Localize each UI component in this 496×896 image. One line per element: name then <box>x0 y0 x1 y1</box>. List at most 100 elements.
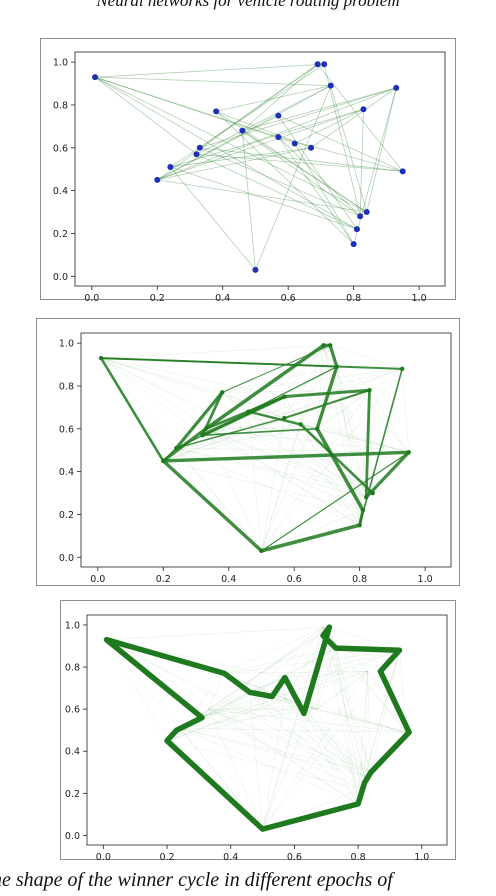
chart-1-edge <box>317 64 404 172</box>
chart-1-edge <box>170 108 364 168</box>
chart-2-mesh-edge <box>284 417 367 498</box>
chart-3-mesh-edge <box>249 692 365 777</box>
chart-2-mesh-edge <box>336 366 409 453</box>
chart-2-node <box>161 458 166 464</box>
chart-2-mesh-edge <box>100 357 203 436</box>
chart-1-edge <box>278 115 403 172</box>
chart-3-x-tick-label: 0.8 <box>351 852 366 863</box>
chart-3-mesh-edge <box>364 650 400 777</box>
chart-3-mesh-edge <box>166 671 368 741</box>
chart-1-node <box>357 213 364 220</box>
chart-1-edge <box>199 63 318 149</box>
chart-1-node <box>275 112 282 119</box>
chart-1-node <box>308 144 315 151</box>
chart-3-x-tick-label: 0.2 <box>159 852 174 863</box>
chart-3-mesh-edge <box>205 626 324 716</box>
chart-3-mesh-edge <box>300 704 365 777</box>
chart-3-mesh-edge <box>300 704 406 733</box>
chart-1-node <box>213 108 220 115</box>
chart-3-mesh-edge <box>335 647 407 733</box>
chart-1-edge <box>278 136 361 217</box>
chart-1-edge <box>157 179 367 213</box>
chart-2-mesh-edge <box>101 345 331 359</box>
chart-2-mesh-edge <box>202 368 403 436</box>
chart-1-edge <box>215 111 354 245</box>
chart-2-mesh-edge <box>100 357 367 498</box>
chart-1-edge <box>157 115 279 181</box>
chart-2-edge <box>175 417 286 449</box>
chart-1-y-tick-label: 0.6 <box>53 143 68 154</box>
chart-2-mesh-edge <box>176 428 318 449</box>
chart-2-mesh-edge <box>261 345 324 551</box>
chart-2-mesh-edge <box>163 417 285 462</box>
chart-2-plot-area <box>98 343 411 554</box>
chart-2-edge <box>162 447 178 462</box>
chart-1-edge <box>278 136 354 245</box>
chart-2-edge <box>282 388 371 399</box>
chart-1-edge <box>157 147 312 181</box>
chart-3-mesh-edge <box>262 671 368 830</box>
chart-1-edge <box>95 76 331 87</box>
chart-1-edge <box>242 130 367 213</box>
chart-1-node <box>321 61 328 68</box>
chart-2-x-tick-label: 0.8 <box>352 574 367 585</box>
chart-3-winner-cycle <box>103 624 412 832</box>
chart-3-mesh-edge <box>300 704 372 773</box>
chart-2-mesh-edge <box>330 345 403 370</box>
chart-2-x-tick-label: 0.2 <box>156 574 171 585</box>
chart-2-mesh-edge <box>284 396 301 425</box>
chart-1-edge <box>157 108 364 181</box>
chart-2-node <box>367 388 372 393</box>
chart-2-node <box>314 426 320 431</box>
chart-2-node <box>298 422 303 427</box>
chart-1-edge <box>242 87 397 132</box>
chart-1-edge <box>278 136 403 172</box>
chart-2-mesh-edge <box>323 345 373 494</box>
chart-2-y-tick-label: 0.2 <box>59 510 74 521</box>
chart-1-y-tick-label: 0.0 <box>53 272 68 283</box>
chart-3-mesh-edge <box>166 692 250 741</box>
chart-1-node <box>399 168 406 175</box>
chart-1-x-tick-label: 0.8 <box>346 293 361 304</box>
page-header-text: Neural networks for vehicle routing prob… <box>96 0 400 10</box>
chart-1-node <box>275 134 282 141</box>
chart-2-mesh-edge <box>176 447 409 453</box>
chart-1-edge <box>170 166 256 271</box>
chart-2-edge <box>100 357 338 368</box>
chart-2-node <box>282 415 287 421</box>
chart-2-node <box>203 426 209 431</box>
chart-2-mesh-edge <box>248 411 373 494</box>
chart-3-mesh-edge <box>249 692 371 773</box>
chart-2-mesh-edge <box>100 357 360 526</box>
chart-3-mesh-edge <box>322 626 372 773</box>
chart-3-y-tick-label: 1.0 <box>65 620 80 631</box>
chart-1-edge <box>199 147 361 217</box>
chart-2-mesh-edge <box>261 424 301 551</box>
chart-1-node <box>393 84 400 91</box>
chart-3-mesh-edge <box>262 698 286 830</box>
chart-2-node <box>174 445 179 451</box>
chart-3-mesh-edge <box>106 626 330 640</box>
chart-3-y-tick-label: 0.6 <box>65 705 80 716</box>
chart-2-mesh-edge <box>323 345 409 453</box>
chart-2-mesh-edge <box>222 366 337 393</box>
chart-1-y-tick-label: 1.0 <box>53 58 68 69</box>
chart-2-edge <box>259 523 362 553</box>
chart-3-mesh-edge <box>316 650 400 710</box>
chart-2-mesh-edge <box>316 368 403 429</box>
chart-2-mesh-edge <box>300 424 360 526</box>
chart-1-node <box>193 151 200 158</box>
chart-1-node <box>363 209 370 216</box>
chart-2-mesh-edge <box>100 357 262 552</box>
chart-3-mesh-edge <box>205 698 285 716</box>
chart-3-svg: 0.0 0.2 0.4 0.6 0.8 1.0 0.0 0.2 0.4 0.6 0.8 1.0 <box>65 614 448 863</box>
chart-panel-3: 0.0 0.2 0.4 0.6 0.8 1.0 0.0 0.2 0.4 0.6 0.8 1.0 <box>60 600 456 863</box>
chart-2-edge <box>328 343 339 369</box>
chart-2-mesh-edge <box>163 460 363 511</box>
chart-3-mesh-edge <box>208 709 263 830</box>
chart-2-node <box>399 366 405 372</box>
chart-3-mesh-edge <box>205 647 336 716</box>
chart-1-x-tick-label: 0.0 <box>84 293 99 304</box>
chart-2-mesh-edge <box>205 428 360 526</box>
chart-2-x-tick-label: 1.0 <box>418 574 433 585</box>
